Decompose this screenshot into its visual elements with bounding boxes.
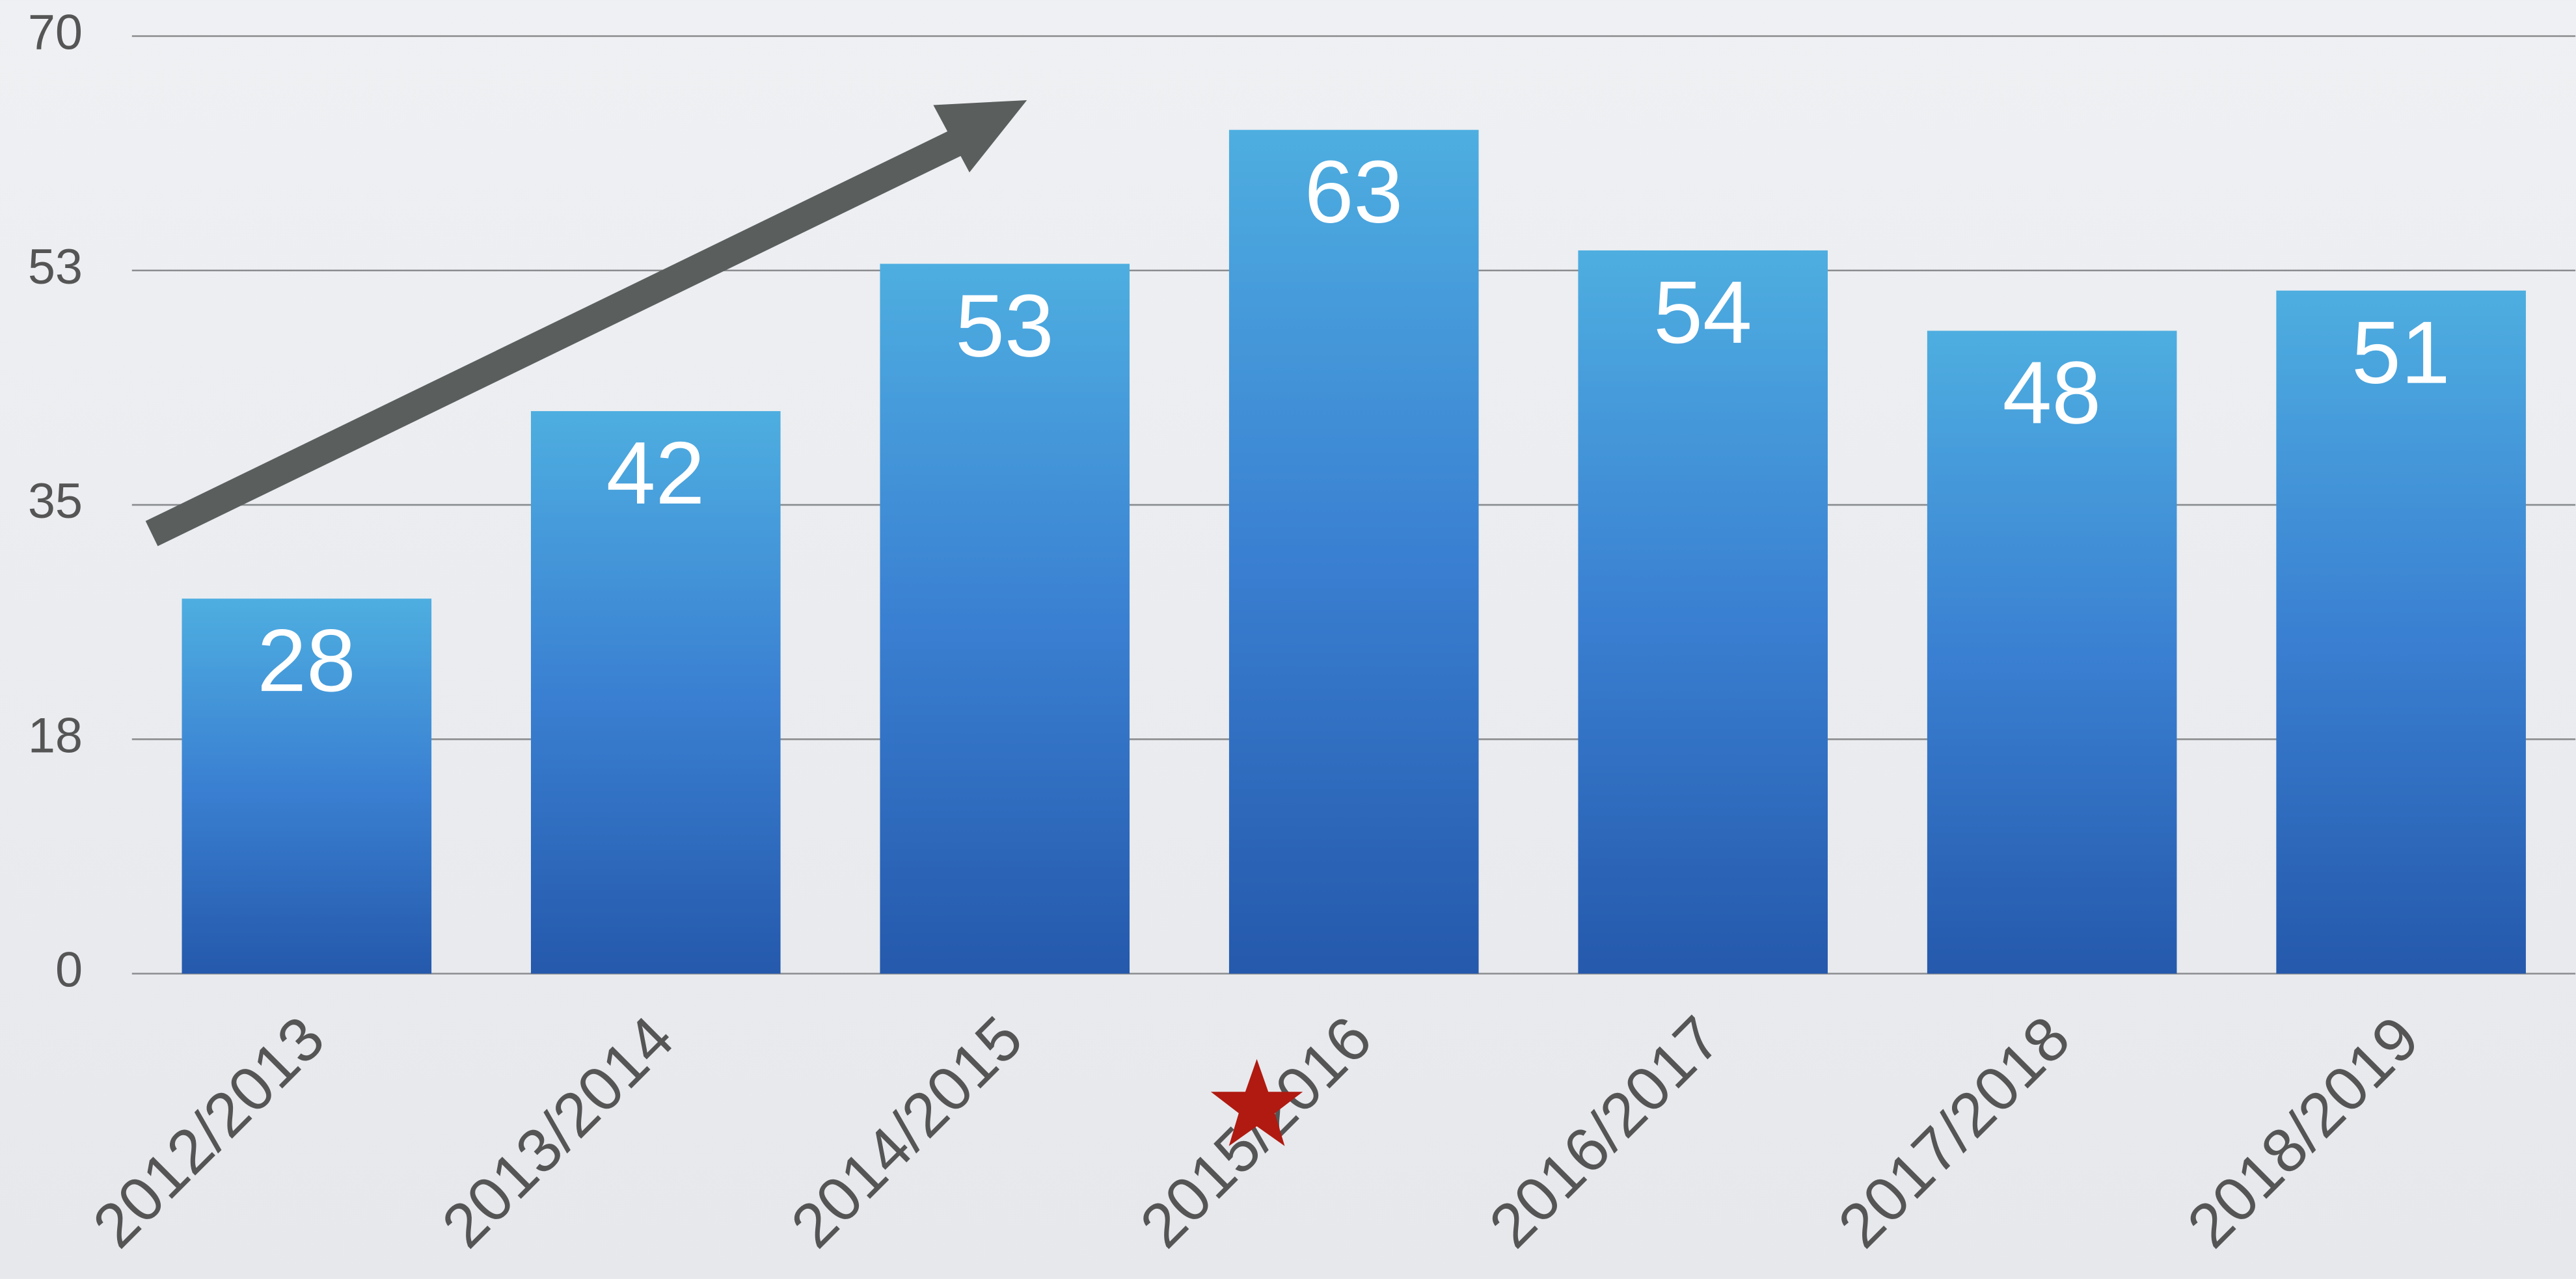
x-tick-label: 2013/2014 (429, 1003, 686, 1261)
data-label: 28 (257, 611, 356, 710)
bar (1578, 250, 1828, 974)
y-tick-label: 18 (28, 708, 83, 763)
bar (1228, 129, 1479, 974)
y-tick-label: 0 (55, 943, 83, 998)
data-label: 54 (1653, 263, 1752, 362)
data-label: 51 (2352, 303, 2450, 402)
bars: 28 42 53 63 54 48 51 (182, 129, 2526, 974)
x-tick-label: 2014/2015 (778, 1003, 1036, 1261)
bar (1927, 330, 2177, 974)
arrow-head (933, 100, 1027, 172)
y-tick-label: 53 (28, 239, 83, 295)
x-tick-label: 2017/2018 (1825, 1003, 2083, 1261)
x-tick-label: 2018/2019 (2175, 1003, 2432, 1261)
data-label: 42 (606, 424, 705, 522)
bar (880, 263, 1130, 974)
data-label: 53 (955, 276, 1054, 375)
x-tick-label: 2015/2016 (1127, 1003, 1385, 1261)
bar (182, 599, 432, 974)
trend-arrow (145, 100, 1027, 546)
data-label: 63 (1305, 142, 1403, 241)
data-label: 48 (2003, 343, 2102, 442)
bar (530, 411, 781, 974)
star (1210, 1058, 1303, 1146)
x-tick-label: 2012/2013 (80, 1003, 338, 1261)
bar (2276, 290, 2526, 974)
x-tick-label: 2016/2017 (1476, 1003, 1734, 1261)
arrow-shaft (145, 122, 979, 546)
y-tick-label: 70 (28, 5, 83, 61)
y-tick-label: 35 (28, 474, 83, 529)
